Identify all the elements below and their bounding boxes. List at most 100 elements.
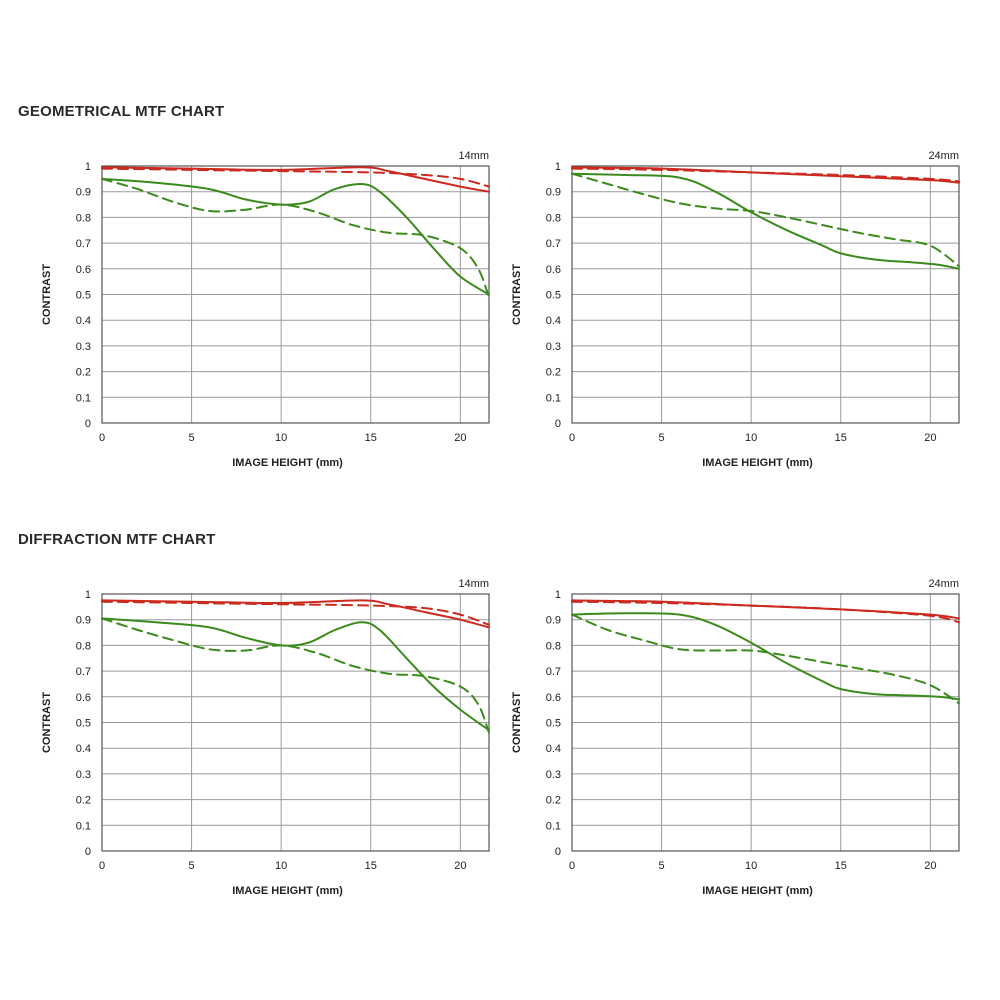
y-axis-label: CONTRAST (511, 264, 523, 325)
x-axis-label: IMAGE HEIGHT (mm) (702, 885, 813, 897)
mtf-green-solid-line (101, 617, 490, 732)
plot-frame (571, 165, 960, 424)
focal-length-label: 14mm (458, 150, 489, 162)
geometrical-mtf-14mm-chart: 00.10.20.30.40.50.60.70.80.910 5 10 15 20IMA… (41, 150, 490, 469)
x-tick-label: 10 (745, 432, 757, 444)
mtf-green-dashed-line (571, 172, 960, 268)
x-tick-label: 15 (365, 432, 377, 444)
grid (571, 165, 959, 424)
y-tick-label: 0.5 (76, 290, 91, 302)
x-tick-label: 5 (659, 432, 665, 444)
y-tick-label: 0.1 (76, 392, 91, 404)
y-axis-label: CONTRAST (511, 692, 523, 753)
diffraction-mtf-title: DIFFRACTION MTF CHART (18, 531, 216, 548)
y-tick-label: 0.6 (76, 264, 91, 276)
y-tick-label: 0.3 (546, 341, 561, 353)
x-tick-label: 10 (275, 432, 287, 444)
x-tick-label: 0 (99, 860, 105, 872)
mtf-red-dashed-line (571, 600, 960, 624)
y-tick-label: 1 (555, 161, 561, 173)
y-tick-label: 0.5 (76, 718, 91, 730)
y-tick-label: 1 (555, 589, 561, 601)
y-tick-label: 0 (555, 846, 561, 858)
x-tick-label: 5 (659, 860, 665, 872)
y-tick-label: 0.4 (76, 315, 91, 327)
mtf-green-solid-line (571, 172, 960, 270)
y-axis-label: CONTRAST (41, 264, 53, 325)
mtf-green-dashed-line (571, 613, 960, 705)
y-tick-label: 0.7 (76, 238, 91, 250)
y-tick-label: 0.1 (76, 820, 91, 832)
x-tick-label: 20 (454, 860, 466, 872)
mtf-red-dashed-line (571, 167, 960, 183)
x-axis-label: IMAGE HEIGHT (mm) (702, 457, 813, 469)
y-tick-label: 0.2 (546, 367, 561, 379)
y-tick-label: 0.7 (76, 666, 91, 678)
mtf-green-dashed-line (101, 617, 490, 734)
y-tick-label: 0.4 (76, 743, 91, 755)
grid (571, 593, 959, 852)
x-tick-label: 15 (365, 860, 377, 872)
y-tick-label: 0.2 (76, 367, 91, 379)
x-tick-label: 10 (745, 860, 757, 872)
x-axis-label: IMAGE HEIGHT (mm) (232, 457, 343, 469)
y-axis-label: CONTRAST (41, 692, 53, 753)
geometrical-mtf-24mm-chart: 00.10.20.30.40.50.60.70.80.910 5 10 15 20IMA… (511, 150, 960, 469)
series-lines (101, 599, 490, 734)
plot-frame (101, 593, 490, 852)
y-tick-label: 0 (555, 418, 561, 430)
y-tick-label: 0.6 (546, 692, 561, 704)
y-tick-label: 0.9 (76, 615, 91, 627)
focal-length-label: 24mm (928, 150, 959, 162)
x-tick-label: 10 (275, 860, 287, 872)
mtf-red-solid-line (101, 599, 490, 629)
focal-length-label: 24mm (928, 578, 959, 590)
x-tick-label: 15 (835, 432, 847, 444)
mtf-red-dashed-line (101, 600, 490, 626)
y-tick-label: 0.2 (546, 795, 561, 807)
x-tick-label: 20 (924, 860, 936, 872)
x-tick-label: 0 (99, 432, 105, 444)
y-tick-label: 0.7 (546, 666, 561, 678)
mtf-red-solid-line (101, 166, 490, 193)
y-tick-label: 0.8 (76, 640, 91, 652)
x-tick-label: 5 (189, 432, 195, 444)
x-tick-label: 5 (189, 860, 195, 872)
y-tick-label: 0.6 (546, 264, 561, 276)
mtf-red-dashed-line (101, 167, 490, 188)
x-tick-label: 0 (569, 860, 575, 872)
y-tick-label: 0.8 (546, 212, 561, 224)
geometrical-mtf-title: GEOMETRICAL MTF CHART (18, 103, 225, 120)
y-tick-label: 0.3 (546, 769, 561, 781)
y-tick-label: 0.1 (546, 392, 561, 404)
y-tick-label: 0.2 (76, 795, 91, 807)
mtf-green-solid-line (571, 612, 960, 701)
x-tick-label: 15 (835, 860, 847, 872)
x-tick-label: 0 (569, 432, 575, 444)
series-lines (571, 599, 960, 705)
grid (101, 593, 489, 852)
y-tick-label: 0.7 (546, 238, 561, 250)
x-tick-label: 20 (454, 432, 466, 444)
y-tick-label: 0.3 (76, 341, 91, 353)
y-tick-label: 0 (85, 418, 91, 430)
y-tick-label: 0.4 (546, 315, 561, 327)
mtf-green-dashed-line (101, 177, 490, 299)
y-tick-label: 0.1 (546, 820, 561, 832)
y-tick-label: 0.5 (546, 718, 561, 730)
y-tick-label: 0.5 (546, 290, 561, 302)
y-tick-label: 0.6 (76, 692, 91, 704)
y-tick-label: 0.3 (76, 769, 91, 781)
y-tick-label: 0.9 (546, 187, 561, 199)
y-tick-label: 0.9 (76, 187, 91, 199)
plot-frame (571, 593, 960, 852)
mtf-green-solid-line (101, 177, 490, 296)
series-lines (101, 166, 490, 299)
series-lines (571, 166, 960, 270)
diffraction-mtf-14mm-chart: 00.10.20.30.40.50.60.70.80.910 5 10 15 20IMA… (41, 578, 490, 897)
y-tick-label: 0.9 (546, 615, 561, 627)
x-axis-label: IMAGE HEIGHT (mm) (232, 885, 343, 897)
x-tick-label: 20 (924, 432, 936, 444)
y-tick-label: 0.8 (76, 212, 91, 224)
y-tick-label: 0.4 (546, 743, 561, 755)
